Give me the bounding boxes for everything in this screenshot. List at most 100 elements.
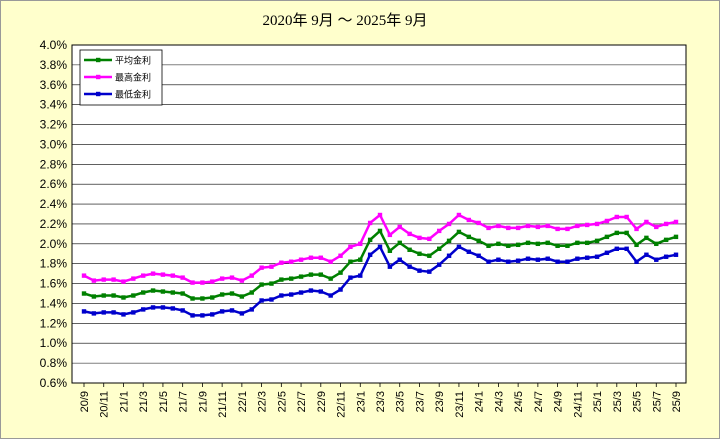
series-lines bbox=[81, 212, 679, 318]
x-tick-label: 23/5 bbox=[395, 391, 407, 412]
data-point bbox=[298, 257, 304, 262]
data-point bbox=[673, 234, 679, 240]
data-point bbox=[338, 253, 343, 258]
data-point bbox=[663, 221, 669, 227]
x-tick-label: 21/5 bbox=[158, 391, 170, 412]
data-point bbox=[200, 280, 205, 285]
data-point bbox=[437, 246, 442, 251]
data-point bbox=[111, 277, 116, 282]
data-point bbox=[367, 237, 373, 243]
data-point bbox=[377, 212, 383, 218]
x-tick-label: 25/3 bbox=[612, 391, 624, 412]
data-point bbox=[308, 255, 314, 260]
data-point bbox=[456, 244, 462, 250]
data-point bbox=[634, 242, 639, 248]
data-point bbox=[644, 235, 649, 241]
data-point bbox=[229, 291, 235, 296]
data-point bbox=[496, 241, 501, 247]
y-tick-label: 3.6% bbox=[40, 78, 68, 92]
data-point bbox=[348, 259, 353, 264]
data-point bbox=[318, 289, 323, 294]
y-tick-label: 1.2% bbox=[40, 316, 68, 330]
y-tick-label: 1.8% bbox=[40, 257, 68, 271]
data-point bbox=[200, 313, 205, 318]
data-point bbox=[456, 212, 462, 218]
data-point bbox=[160, 272, 166, 277]
data-point bbox=[604, 250, 610, 255]
data-point bbox=[437, 228, 442, 234]
x-tick-label: 21/1 bbox=[118, 391, 130, 412]
data-point bbox=[496, 223, 501, 229]
data-point bbox=[585, 240, 590, 246]
data-point bbox=[367, 220, 373, 226]
legend-marker bbox=[96, 91, 101, 97]
data-point bbox=[614, 230, 619, 236]
x-tick-label: 25/5 bbox=[632, 391, 644, 412]
data-point bbox=[417, 251, 422, 256]
data-point bbox=[338, 287, 343, 292]
data-point bbox=[210, 312, 215, 317]
data-point bbox=[131, 293, 136, 298]
x-tick-label: 20/9 bbox=[79, 391, 91, 412]
data-point bbox=[427, 253, 432, 258]
y-tick-label: 2.8% bbox=[40, 157, 68, 171]
data-point bbox=[594, 254, 600, 259]
data-point bbox=[298, 290, 304, 295]
data-point bbox=[219, 292, 225, 297]
data-point bbox=[289, 292, 294, 297]
data-point bbox=[437, 262, 442, 267]
data-point bbox=[200, 296, 205, 301]
data-point bbox=[249, 307, 254, 312]
data-point bbox=[180, 291, 185, 296]
data-point bbox=[535, 241, 541, 247]
data-point bbox=[427, 236, 432, 242]
data-point bbox=[397, 224, 402, 230]
data-point bbox=[673, 219, 679, 225]
data-point bbox=[91, 311, 97, 316]
data-point bbox=[377, 244, 383, 250]
data-point bbox=[456, 229, 462, 235]
chart-title: 2020年 9月 ～ 2025年 9月 bbox=[262, 12, 427, 29]
legend-marker bbox=[96, 74, 101, 80]
x-tick-label: 22/3 bbox=[257, 391, 269, 412]
data-point bbox=[663, 237, 669, 243]
data-point bbox=[121, 312, 126, 317]
data-point bbox=[466, 217, 471, 223]
data-point bbox=[338, 270, 343, 275]
data-point bbox=[81, 309, 87, 314]
data-point bbox=[565, 226, 570, 232]
data-point bbox=[101, 310, 106, 315]
data-point bbox=[180, 275, 185, 280]
legend-label-1: 最高金利 bbox=[115, 72, 151, 83]
data-point bbox=[269, 281, 274, 286]
data-point bbox=[259, 298, 264, 303]
data-point bbox=[466, 234, 471, 240]
data-point bbox=[614, 214, 619, 220]
x-tick-label: 24/3 bbox=[493, 391, 505, 412]
data-point bbox=[358, 273, 363, 278]
data-point bbox=[229, 308, 235, 313]
data-point bbox=[604, 218, 610, 224]
data-point bbox=[210, 279, 215, 284]
data-point bbox=[387, 264, 393, 269]
data-point bbox=[239, 294, 245, 299]
y-tick-label: 1.6% bbox=[40, 277, 68, 291]
data-point bbox=[219, 276, 225, 281]
data-point bbox=[417, 235, 422, 241]
legend-marker bbox=[96, 57, 101, 63]
data-point bbox=[210, 295, 215, 300]
data-point bbox=[249, 290, 254, 295]
data-point bbox=[81, 291, 87, 296]
x-tick-label: 24/5 bbox=[513, 391, 525, 412]
x-tick-label: 24/1 bbox=[474, 391, 486, 412]
data-point bbox=[506, 225, 511, 231]
data-point bbox=[417, 268, 422, 273]
data-point bbox=[150, 271, 156, 276]
data-point bbox=[387, 232, 393, 238]
data-point bbox=[555, 259, 560, 264]
data-point bbox=[328, 276, 333, 281]
data-point bbox=[170, 290, 175, 295]
data-point bbox=[289, 259, 294, 264]
